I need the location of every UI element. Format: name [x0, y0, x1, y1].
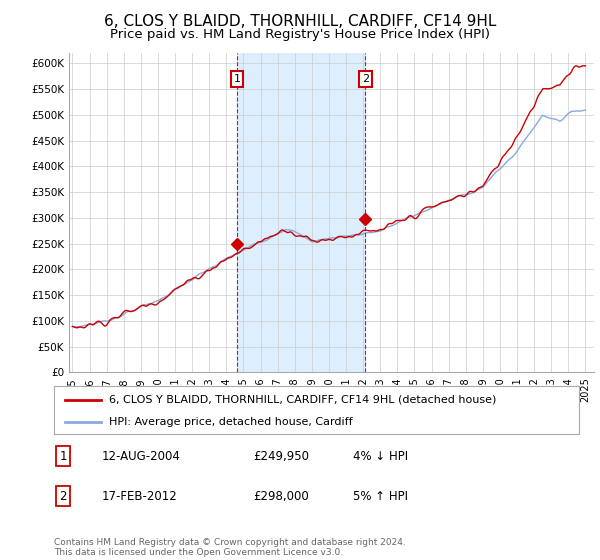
Text: 17-FEB-2012: 17-FEB-2012	[101, 490, 177, 503]
Bar	[237, 53, 365, 372]
Text: 2: 2	[59, 490, 67, 503]
Text: 6, CLOS Y BLAIDD, THORNHILL, CARDIFF, CF14 9HL (detached house): 6, CLOS Y BLAIDD, THORNHILL, CARDIFF, CF…	[109, 395, 497, 405]
Text: 12-AUG-2004: 12-AUG-2004	[101, 450, 180, 463]
Text: £249,950: £249,950	[254, 450, 310, 463]
Text: Price paid vs. HM Land Registry's House Price Index (HPI): Price paid vs. HM Land Registry's House …	[110, 28, 490, 41]
Text: £298,000: £298,000	[254, 490, 309, 503]
Text: 4% ↓ HPI: 4% ↓ HPI	[353, 450, 409, 463]
Text: 6, CLOS Y BLAIDD, THORNHILL, CARDIFF, CF14 9HL: 6, CLOS Y BLAIDD, THORNHILL, CARDIFF, CF…	[104, 14, 496, 29]
Text: 5% ↑ HPI: 5% ↑ HPI	[353, 490, 408, 503]
Text: Contains HM Land Registry data © Crown copyright and database right 2024.
This d: Contains HM Land Registry data © Crown c…	[54, 538, 406, 557]
Text: HPI: Average price, detached house, Cardiff: HPI: Average price, detached house, Card…	[109, 417, 353, 427]
Text: 1: 1	[233, 74, 241, 84]
Text: 2: 2	[362, 74, 369, 84]
Text: 1: 1	[59, 450, 67, 463]
